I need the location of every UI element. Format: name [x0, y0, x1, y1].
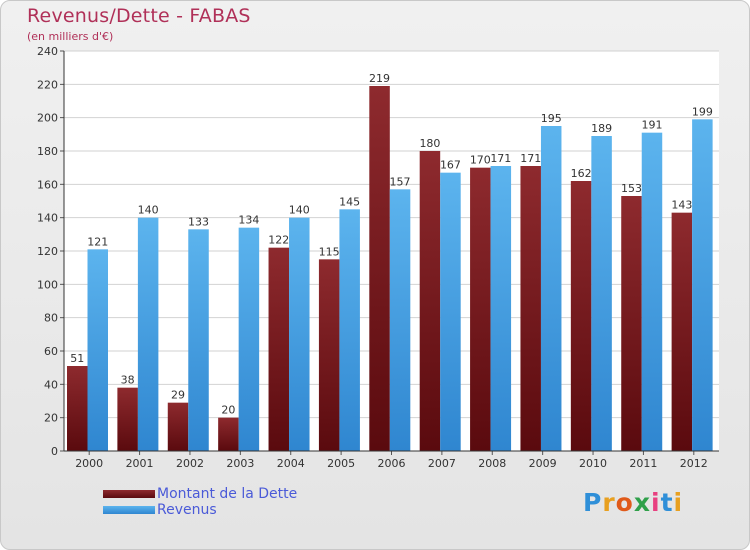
- bar-debt: [167, 402, 189, 451]
- y-tick-label: 160: [37, 178, 58, 191]
- x-tick-label: 2000: [75, 457, 103, 470]
- y-tick-label: 60: [44, 345, 58, 358]
- bar-debt: [470, 167, 491, 451]
- logo-letter: t: [660, 488, 674, 517]
- data-label-debt: 219: [369, 72, 390, 85]
- bar-debt: [520, 166, 541, 451]
- x-tick-label: 2003: [226, 457, 254, 470]
- x-tick-label: 2004: [277, 457, 305, 470]
- data-label-debt: 51: [70, 352, 84, 365]
- data-label-debt: 29: [171, 389, 185, 402]
- bar-revenus: [591, 136, 612, 451]
- data-label-revenus: 145: [339, 195, 360, 208]
- bar-revenus: [289, 217, 310, 451]
- bar-debt: [419, 151, 441, 451]
- legend-swatch-revenus: [103, 506, 155, 514]
- bar-revenus: [692, 119, 713, 451]
- data-label-revenus: 133: [188, 215, 209, 228]
- bar-debt: [218, 417, 239, 451]
- y-tick-label: 140: [37, 212, 58, 225]
- data-label-debt: 153: [621, 182, 642, 195]
- data-label-debt: 162: [571, 167, 592, 180]
- data-label-revenus: 167: [440, 159, 461, 172]
- x-tick-label: 2008: [478, 457, 506, 470]
- x-tick-label: 2010: [579, 457, 607, 470]
- y-tick-label: 240: [37, 45, 58, 58]
- legend-label-debt: Montant de la Dette: [157, 486, 298, 502]
- logo-letter: P: [583, 488, 603, 517]
- data-label-debt: 122: [268, 234, 289, 247]
- bar-revenus: [339, 209, 360, 451]
- data-label-debt: 38: [121, 374, 135, 387]
- data-label-revenus: 121: [87, 235, 108, 248]
- bar-debt: [318, 259, 340, 451]
- x-tick-label: 2007: [428, 457, 456, 470]
- y-tick-label: 120: [37, 245, 58, 258]
- data-label-debt: 115: [319, 245, 340, 258]
- data-label-debt: 20: [221, 404, 235, 417]
- bar-revenus: [87, 249, 108, 451]
- y-tick-label: 100: [37, 278, 58, 291]
- data-label-revenus: 134: [238, 214, 259, 227]
- chart-title: Revenus/Dette - FABAS: [27, 5, 251, 27]
- y-tick-label: 80: [44, 312, 58, 325]
- y-tick-label: 180: [37, 145, 58, 158]
- bar-debt: [369, 86, 390, 451]
- chart-subtitle: (en milliers d'€): [27, 30, 114, 43]
- legend-swatch-debt: [103, 490, 155, 498]
- data-label-debt: 171: [520, 152, 541, 165]
- x-tick-label: 2005: [327, 457, 355, 470]
- data-label-revenus: 199: [692, 105, 713, 118]
- logo-letter: x: [633, 488, 651, 517]
- bar-revenus: [188, 229, 209, 451]
- proxiti-logo: Proxiti: [583, 488, 683, 517]
- data-label-revenus: 140: [138, 204, 159, 217]
- y-tick-label: 40: [44, 378, 58, 391]
- bar-revenus: [389, 189, 411, 452]
- bar-debt: [570, 181, 592, 451]
- logo-letter: i: [651, 488, 661, 517]
- bar-debt: [621, 196, 642, 451]
- x-tick-label: 2012: [680, 457, 708, 470]
- bar-debt: [67, 366, 88, 451]
- bar-revenus: [641, 132, 663, 451]
- logo-letter: o: [615, 488, 634, 517]
- y-tick-label: 0: [51, 445, 58, 458]
- x-tick-label: 2002: [176, 457, 204, 470]
- data-label-revenus: 171: [490, 152, 511, 165]
- bar-revenus: [440, 172, 461, 451]
- bar-debt: [117, 387, 138, 451]
- data-label-revenus: 140: [289, 204, 310, 217]
- legend-label-revenus: Revenus: [157, 502, 217, 518]
- data-label-debt: 143: [671, 199, 692, 212]
- bar-revenus: [238, 227, 260, 451]
- x-tick-label: 2001: [126, 457, 154, 470]
- y-tick-label: 220: [37, 78, 58, 91]
- logo-letter: i: [673, 488, 684, 517]
- x-tick-label: 2011: [629, 457, 657, 470]
- bar-revenus: [490, 166, 512, 451]
- bar-debt: [671, 212, 693, 451]
- data-label-revenus: 157: [390, 175, 411, 188]
- x-tick-label: 2009: [529, 457, 557, 470]
- data-label-revenus: 189: [591, 122, 612, 135]
- bar-debt: [268, 247, 290, 451]
- data-label-revenus: 191: [641, 119, 662, 132]
- logo-letter: r: [602, 488, 616, 517]
- bar-revenus: [137, 217, 159, 451]
- data-label-debt: 180: [419, 137, 440, 150]
- bar-revenus: [540, 126, 562, 451]
- x-tick-label: 2006: [378, 457, 406, 470]
- data-label-debt: 170: [470, 154, 491, 167]
- y-tick-label: 200: [37, 112, 58, 125]
- data-label-revenus: 195: [541, 112, 562, 125]
- y-tick-label: 20: [44, 412, 58, 425]
